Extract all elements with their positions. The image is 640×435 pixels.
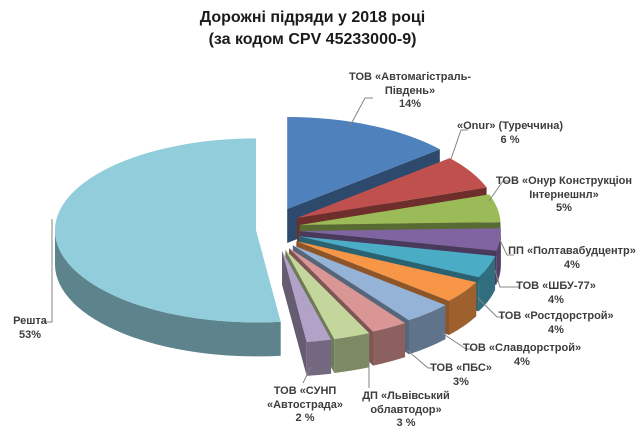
slice-label-line: облавтодор» [370,403,442,416]
leader-line-0 [349,97,373,127]
slice-top-face [292,245,446,321]
slice-label-line: 4% [564,258,580,271]
slice-label-line: Інтернешнл» [529,188,599,201]
slice-top-face [299,228,501,251]
slice-label-8: ДП «Львівський облавтодор» 3 % [362,390,450,431]
slice-label-line: 3% [453,375,469,388]
slice-label-line: Решта [13,315,47,327]
slice-rim [334,333,370,373]
slice-rim [306,339,332,376]
leader-line-5 [477,297,504,318]
slice-top-face [287,117,440,210]
slice-label-line: ТОВ «Автомагістраль- [349,71,471,83]
slice-label-line: ТОВ «Славдорстрой» [462,342,582,354]
slice-top-face [282,250,332,342]
slice-label-line: «Onur» (Туреччина) [456,120,564,132]
leader-line-4 [494,269,519,288]
slice-rim [478,256,496,312]
slice-top-face [297,158,487,218]
slice-label-line: «Автострада» [266,398,344,411]
leader-line-3 [498,237,514,256]
slice-rim [449,282,477,335]
chart-title-line1: Дорожні підряди у 2018 році [199,9,426,26]
slice-top-face [54,138,281,323]
chart-title-line2: (за кодом CPV 45233000-9) [208,31,417,48]
leader-line-2 [488,180,510,202]
slice-label-line: 4% [514,355,530,368]
pie-slice-9 [282,250,332,376]
slice-label-line: ТОВ «ПБС» [430,362,492,374]
slice-label-1: «Onur» (Туреччина) 6 % [457,120,563,147]
slice-label-4: ТОВ «ШБУ-77» 4% [516,280,596,307]
slice-label-line: 4% [548,323,564,336]
slice-label-line: Південь» [384,84,436,97]
slice-top-face [299,194,501,225]
slice-label-6: ТОВ «Славдорстрой» 4% [463,342,581,369]
leader-line-10 [44,219,53,323]
slice-label-line: ПП «Полтавабудцентр» [508,245,636,257]
slice-top-face [296,241,477,301]
slice-rim [409,305,446,355]
leader-line-9 [302,366,312,384]
slice-label-line: 5% [556,202,572,214]
slice-label-line: ТОВ «СУНП [273,385,337,397]
slice-label-0: ТОВ «Автомагістраль- Південь» 14% [349,71,471,112]
slice-label-line: 3 % [396,417,416,429]
leader-line-1 [450,129,468,160]
slice-label-10: Решта 53% [13,315,47,342]
slice-label-line: ТОВ «ШБУ-77» [516,280,596,292]
slice-label-line: 6 % [500,133,520,146]
slice-rim [373,323,406,366]
slice-label-line: 4% [548,293,564,306]
slice-top-face [289,248,406,332]
leader-line-6 [441,332,473,350]
slice-label-5: ТОВ «Ростдорстрой» 4% [498,310,613,337]
pie-slice-10 [54,138,281,357]
slice-label-line: 14% [398,98,422,110]
chart-title: Дорожні підряди у 2018 році (за кодом CP… [0,7,625,51]
leader-line-7 [406,349,434,369]
slice-label-2: ТОВ «Онур Конструкціон Інтернешнл» 5% [496,175,632,216]
slice-side-face [282,250,307,376]
slice-label-7: ТОВ «ПБС» 3% [430,362,492,389]
slice-label-line: ДП «Львівський [362,390,450,402]
slice-top-face [285,249,370,339]
slice-rim [496,231,501,285]
slice-label-3: ПП «Полтавабудцентр» 4% [508,245,636,272]
slice-label-line: 53% [18,328,42,341]
slice-label-line: 2 % [295,412,315,424]
slice-rim [55,230,281,357]
slice-top-face [298,236,496,278]
slice-label-line: ТОВ «Онур Конструкціон [495,175,633,187]
slice-label-line: ТОВ «Ростдорстрой» [498,310,614,322]
slice-label-9: ТОВ «СУНП «Автострада» 2 % [267,385,343,426]
